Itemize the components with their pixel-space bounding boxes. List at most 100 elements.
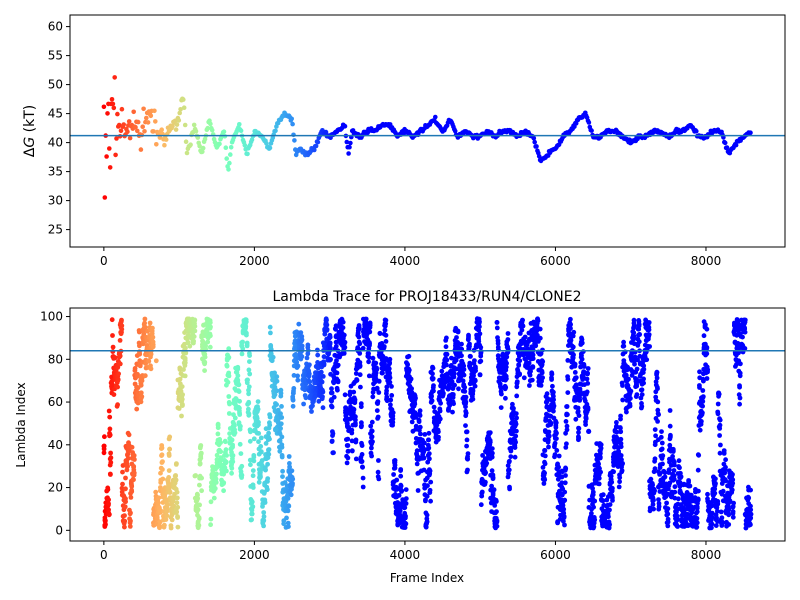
lambda-point — [357, 363, 363, 368]
lambda-point — [715, 501, 721, 507]
lambda-point — [199, 475, 205, 481]
lambda-point — [413, 395, 418, 401]
lambda-point — [160, 476, 166, 482]
lambda-point — [177, 376, 183, 382]
lambda-point — [157, 525, 162, 531]
lambda-point — [672, 484, 678, 490]
lambda-point — [208, 516, 214, 522]
lambda-point — [609, 479, 615, 485]
lambda-point — [246, 391, 252, 397]
delta-g-y-tick-label: 50 — [48, 78, 63, 92]
lambda-point — [490, 450, 495, 456]
delta-g-point — [197, 143, 202, 149]
lambda-point — [478, 358, 484, 364]
lambda-point — [181, 367, 186, 372]
lambda-point — [277, 448, 283, 454]
lambda-point — [578, 364, 583, 370]
lambda-point — [611, 469, 616, 475]
lambda-point — [671, 459, 677, 465]
lambda-point — [730, 472, 735, 477]
lambda-point — [414, 461, 420, 467]
lambda-point — [628, 388, 634, 394]
lambda-point — [382, 327, 388, 333]
delta-g-point — [127, 135, 133, 141]
lambda-point — [477, 331, 483, 337]
lambda-point — [463, 423, 468, 428]
lambda-point — [360, 464, 365, 470]
lambda-point — [383, 321, 389, 327]
lambda-point — [512, 454, 518, 460]
delta-g-point — [344, 139, 350, 145]
lambda-point — [239, 472, 245, 478]
lambda-point — [709, 521, 715, 527]
delta-g-point — [195, 135, 201, 140]
lambda-point — [403, 521, 409, 527]
lambda-point — [564, 441, 569, 447]
lambda-point — [208, 333, 213, 339]
lambda-point — [730, 480, 736, 486]
lambda-point — [304, 355, 310, 361]
lambda-point — [444, 335, 449, 341]
lambda-point — [159, 452, 165, 458]
delta-g-point — [223, 145, 229, 150]
lambda-point — [498, 405, 504, 410]
lambda-point — [703, 322, 708, 327]
lambda-point — [467, 341, 472, 347]
lambda-point — [261, 514, 267, 519]
lambda-point — [430, 376, 436, 381]
delta-g-x-tick-label: 6000 — [540, 254, 571, 268]
lambda-point — [716, 390, 722, 396]
lambda-point — [307, 379, 313, 385]
lambda-point — [250, 482, 256, 488]
lambda-point — [444, 351, 450, 357]
delta-g-y-tick-label: 55 — [48, 49, 63, 63]
lambda-point — [521, 375, 527, 381]
lambda-point — [192, 323, 198, 329]
lambda-point — [101, 446, 107, 452]
lambda-point — [331, 394, 337, 400]
lambda-point — [665, 506, 671, 512]
lambda-point — [199, 488, 205, 494]
delta-g-point — [315, 139, 321, 145]
delta-g-point — [534, 144, 539, 149]
delta-g-point — [238, 128, 244, 133]
lambda-point — [483, 479, 488, 485]
lambda-point — [477, 324, 482, 330]
delta-g-point — [144, 115, 149, 121]
lambda-point — [376, 458, 381, 463]
lambda-point — [117, 361, 123, 367]
lambda-point — [713, 480, 718, 486]
lambda-point — [126, 432, 132, 438]
lambda-point — [717, 450, 723, 456]
delta-g-point — [722, 140, 728, 146]
delta-g-point — [290, 121, 295, 127]
lambda-point — [198, 443, 204, 448]
lambda-point — [667, 408, 673, 413]
lambda-point — [280, 474, 285, 479]
delta-g-point — [531, 136, 537, 141]
lambda-point — [591, 524, 597, 530]
lambda-point — [138, 390, 144, 396]
delta-g-x-axis: 0 2000 4000 6000 8000 — [100, 247, 721, 268]
lambda-point — [618, 453, 624, 458]
lambda-point — [382, 361, 387, 366]
lambda-point — [498, 385, 504, 391]
lambda-point — [492, 503, 498, 508]
lambda-point — [316, 398, 322, 404]
lambda-point — [329, 386, 334, 392]
lambda-point — [174, 461, 179, 466]
lambda-point — [166, 468, 172, 473]
lambda-point — [108, 450, 113, 456]
lambda-point — [353, 420, 358, 426]
lambda-point — [255, 404, 260, 409]
lambda-point — [417, 408, 423, 414]
lambda-point — [270, 354, 276, 360]
delta-g-point — [135, 128, 140, 134]
lambda-point — [452, 382, 457, 388]
lambda-point — [278, 426, 283, 431]
lambda-point — [564, 427, 570, 433]
lambda-point — [463, 399, 469, 405]
lambda-point — [250, 504, 256, 509]
lambda-point — [408, 376, 414, 382]
